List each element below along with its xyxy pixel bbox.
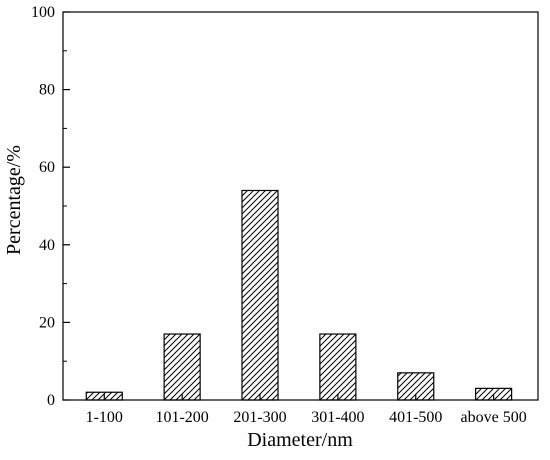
- y-tick-label: 60: [39, 159, 55, 176]
- y-tick-label: 40: [39, 237, 55, 254]
- bars-layer: [85, 189, 513, 401]
- x-tick-label: 301-400: [311, 409, 364, 426]
- x-tick-label: 1-100: [86, 409, 123, 426]
- y-axis-title: Percentage/%: [3, 145, 25, 255]
- plot-border: [62, 11, 539, 401]
- x-axis: 1-100 101-200 201-300 301-400 401-500 above 5…: [86, 394, 527, 426]
- y-tick-label: 100: [31, 4, 55, 21]
- bar-401-500: [397, 372, 435, 401]
- bar-101-200: [163, 333, 201, 401]
- y-tick-label: 80: [39, 82, 55, 99]
- plot-frame: [62, 11, 539, 401]
- y-tick-label: 20: [39, 314, 55, 331]
- bar-301-400: [319, 333, 357, 401]
- x-tick-label: above 500: [461, 409, 527, 426]
- bar-201-300: [241, 189, 279, 401]
- y-axis: 0 20 40 60 80 100: [31, 4, 70, 409]
- x-tick-label: 201-300: [233, 409, 286, 426]
- y-tick-label: 0: [47, 392, 55, 409]
- x-axis-title: Diameter/nm: [247, 429, 353, 451]
- x-tick-label: 401-500: [389, 409, 442, 426]
- x-tick-label: 101-200: [155, 409, 208, 426]
